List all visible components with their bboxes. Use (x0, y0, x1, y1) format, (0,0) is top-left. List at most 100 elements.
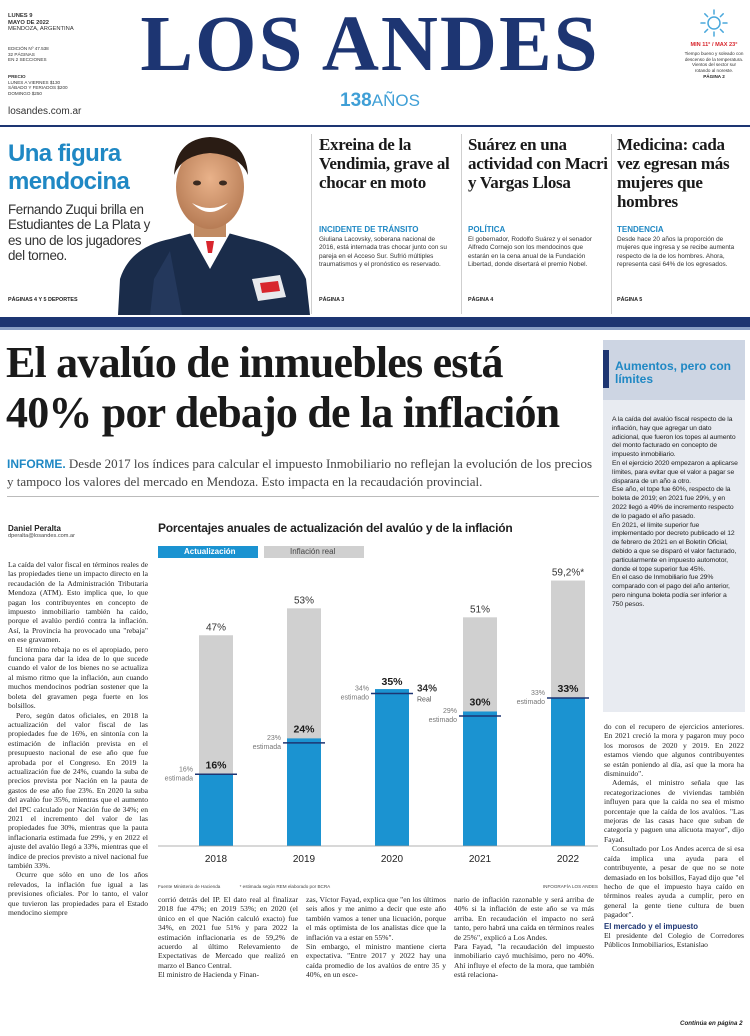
teaser-kicker: INCIDENTE DE TRÁNSITO (319, 225, 419, 234)
weather-text: Tiempo bueno y soleado con descenso de l… (684, 51, 744, 73)
headline-line: El avalúo de inmuebles está (6, 338, 503, 387)
sidebar-accent (603, 350, 609, 388)
teaser-suarez[interactable]: Suárez en una actividad con Macri y Varg… (468, 135, 608, 315)
sidebar-title: Aumentos, pero con límites (615, 359, 732, 386)
teaser-divider (461, 134, 462, 314)
chart-legend: Actualización Inflación real (158, 544, 598, 560)
price-line: SÁBADO Y FERIADOS $200 (8, 85, 68, 91)
actualizacion-value-label: 33% (557, 683, 579, 695)
edition-line: EDICIÓN Nº 47.538 (8, 46, 49, 51)
body-paragraph: Además, el ministro señala que las recat… (604, 778, 744, 844)
newspaper-title: LOS ANDES (140, 1, 600, 88)
category-label: 2021 (469, 854, 492, 865)
estimate-value-label: 29% (443, 708, 457, 715)
real-text-label: Real (417, 697, 432, 704)
body-paragraph: Consultado por Los Andes acerca de si es… (604, 844, 744, 920)
price-block: PRECIO LUNES A VIERNES $130 SÁBADO Y FER… (8, 74, 88, 96)
sidebar-paragraph: En 2021, el límite superior fue implemen… (612, 521, 737, 573)
lead-column-3: zas, Víctor Fayad, explica que "en los ú… (306, 895, 446, 980)
estimate-text-label: estimada (165, 775, 194, 782)
author-name: Daniel Peralta (8, 524, 61, 533)
teaser-title: Medicina: cada vez egresan más mujeres q… (617, 135, 730, 211)
body-paragraph: do con el recupero de ejercicios anterio… (604, 722, 744, 779)
actualizacion-bar (287, 738, 321, 846)
legend-label-actualizacion: Actualización (184, 547, 236, 556)
teaser-body: Desde hace 20 años la proporción de muje… (617, 236, 735, 269)
teaser-page: PÁGINA 4 (468, 297, 494, 303)
sun-icon (700, 9, 728, 37)
lead-headline[interactable]: El avalúo de inmuebles está 40% por deba… (6, 338, 600, 438)
sidebar-box: Aumentos, pero con límites A la caída de… (603, 340, 745, 712)
sidebar-header: Aumentos, pero con límites (603, 340, 745, 400)
anniversary-word: AÑOS (371, 91, 420, 110)
author-email[interactable]: dperalta@losandes.com.ar (8, 533, 75, 539)
date-day: LUNES 9 (8, 13, 33, 19)
estimate-value-label: 33% (531, 690, 545, 697)
date-month: MAYO DE 2022 (8, 19, 50, 26)
teaser-body: Giuliana Lacovsky, soberana nacional de … (319, 236, 447, 269)
anniversary: 138AÑOS (310, 90, 450, 112)
deck-text: Desde 2017 los índices para calcular el … (7, 456, 593, 489)
inflation-value-label: 53% (294, 595, 314, 606)
deck-label: INFORME. (7, 457, 66, 471)
lead-column-4: nario de inflación razonable y será arri… (454, 895, 594, 980)
actualizacion-bar (199, 774, 233, 846)
sidebar-paragraph: En el ejercicio 2020 empezaron a aplicar… (612, 459, 738, 485)
legend-label-inflacion: Inflación real (290, 547, 336, 556)
actualizacion-bar (463, 711, 497, 846)
body-paragraph: Ocurre que sólo en uno de los años relev… (8, 870, 148, 918)
legend-swatch-inflacion (264, 546, 364, 558)
section-rule (0, 317, 750, 327)
sidebar-paragraph: En el caso de Inmobiliario fue 29% compa… (612, 574, 730, 608)
teaser-divider (611, 134, 612, 314)
byline: Daniel Peralta dperalta@losandes.com.ar (8, 524, 148, 539)
teaser-medicina[interactable]: Medicina: cada vez egresan más mujeres q… (617, 135, 745, 315)
teaser-divider (311, 134, 312, 314)
inflation-value-label: 47% (206, 622, 226, 633)
teaser-title: Exreina de la Vendimia, grave al chocar … (319, 135, 450, 192)
website[interactable]: losandes.com.ar (8, 106, 82, 117)
legend-swatch-actualizacion (158, 546, 258, 558)
real-value-label: 34% (417, 684, 437, 695)
anniversary-number: 138 (340, 90, 372, 111)
weather-page: PÁGINA 2 (703, 74, 725, 80)
edition-line: 32 PÁGINAS (8, 51, 35, 57)
body-paragraph: El término rebaja no es el apropiado, pe… (8, 644, 148, 711)
body-paragraph: La caída del valor fiscal en términos re… (8, 560, 148, 645)
weather-temp: MIN 11° / MAX 23° (690, 42, 738, 48)
actualizacion-bar (551, 698, 585, 846)
location: MENDOZA, ARGENTINA (8, 26, 74, 33)
price-line: DOMINGO $250 (8, 90, 42, 96)
headline-line: 40% por debajo de la inflación (6, 388, 560, 437)
chart-title: Porcentajes anuales de actualización del… (158, 521, 513, 535)
section-rule-thin (0, 327, 750, 330)
continues-ref[interactable]: Continúa en página 2 (680, 1020, 743, 1027)
actualizacion-value-label: 24% (293, 723, 315, 735)
inflation-value-label: 59,2%* (552, 568, 584, 579)
teaser-title: Una figura mendocina (8, 140, 130, 195)
body-paragraph: Pero, según datos oficiales, en 2018 la … (8, 710, 148, 871)
subhead: El mercado y el impuesto (604, 921, 699, 931)
sports-teaser[interactable]: Una figura mendocina Fernando Zuqui bril… (0, 129, 310, 315)
teaser-kicker: TENDENCIA (617, 225, 664, 234)
estimate-text-label: estimado (341, 695, 370, 702)
category-label: 2019 (293, 854, 316, 865)
edition-line: EN 2 SECCIONES (8, 57, 47, 63)
sidebar-body: A la caída del avalúo fiscal respecto de… (612, 416, 738, 610)
inflation-value-label: 51% (470, 604, 490, 615)
estimate-text-label: estimado (517, 699, 546, 706)
lead-column-5: do con el recupero de ejercicios anterio… (604, 722, 744, 1012)
teaser-page: PÁGINAS 4 Y 5 DEPORTES (8, 297, 78, 303)
teaser-vendimia[interactable]: Exreina de la Vendimia, grave al chocar … (319, 135, 459, 315)
lead-deck: INFORME. Desde 2017 los índices para cal… (7, 455, 595, 490)
masthead: LUNES 9 MAYO DE 2022 MENDOZA, ARGENTINA … (0, 0, 750, 124)
chart-plot: 47% 16% 16% estimada 2018 53% 24% 23% estimada 20… (158, 568, 598, 865)
teaser-body: El gobernador, Rodolfo Suárez y el senad… (468, 236, 592, 269)
estimate-value-label: 34% (355, 686, 369, 693)
actualizacion-value-label: 35% (381, 676, 403, 688)
price-line: LUNES A VIERNES $130 (8, 79, 61, 85)
chart-footnote: * estimada según REM elaborado por BCRA (239, 884, 331, 889)
masthead-rule (0, 125, 750, 127)
player-photo (118, 137, 310, 315)
sidebar-paragraph: A la caída del avalúo fiscal respecto de… (612, 416, 736, 459)
